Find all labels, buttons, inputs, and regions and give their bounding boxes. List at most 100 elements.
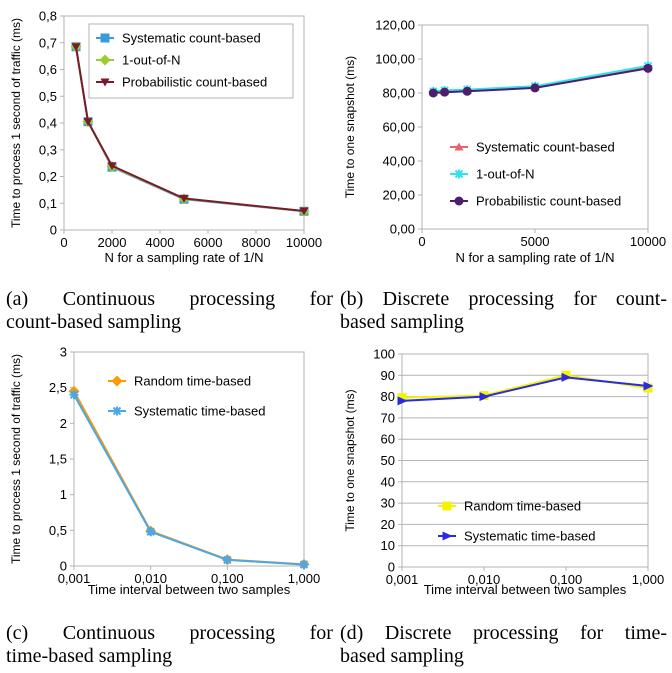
caption-a-line2: count-based sampling: [6, 311, 181, 333]
y-tick-label: 100,00: [375, 52, 415, 67]
legend-marker: [100, 78, 110, 87]
caption-d-word: processing: [472, 622, 559, 644]
data-point-series-3: [428, 88, 438, 98]
caption-d-word: time-: [624, 622, 667, 644]
data-point-series-2: [643, 381, 654, 391]
x-tick-label: 0,100: [550, 572, 583, 587]
legend-marker: [454, 196, 464, 206]
legend-label: Random time-based: [134, 374, 251, 389]
caption-d-line1: (d) Discrete processing for time-: [340, 622, 667, 645]
caption-c-word: for: [309, 622, 333, 644]
x-tick-label: 0,001: [58, 571, 91, 586]
legend-label: 1-out-of-N: [122, 53, 181, 68]
data-point-series-2: [222, 555, 232, 565]
data-point-series-3: [107, 162, 117, 171]
y-tick-label: 10: [381, 538, 395, 553]
data-point-series-2: [69, 390, 79, 400]
legend-marker: [111, 375, 123, 387]
y-tick-label: 20: [381, 517, 395, 532]
y-tick-label: 80: [381, 389, 395, 404]
caption-a-word: (a): [6, 288, 29, 310]
caption-b-word: count-: [615, 288, 667, 310]
y-tick-label: 0,4: [39, 116, 57, 131]
legend-label: Systematic time-based: [134, 404, 266, 419]
y-tick-label: 60: [381, 432, 395, 447]
x-tick-label: 10000: [630, 234, 666, 249]
caption-c-word: processing: [189, 622, 276, 644]
y-tick-label: 70: [381, 410, 395, 425]
data-point-series-2: [146, 527, 156, 537]
caption-b-word: processing: [468, 288, 555, 310]
y-tick-label: 0: [60, 559, 67, 574]
caption-a-word: for: [309, 288, 333, 310]
y-axis-label: Time to one snapshot (ms): [343, 389, 357, 531]
legend-box: [88, 23, 294, 99]
x-tick-label: 1,000: [632, 572, 665, 587]
x-tick-label: 4000: [146, 235, 175, 250]
x-tick-label: 8000: [242, 235, 271, 250]
x-axis-label: Time interval between two samples: [88, 582, 291, 597]
data-point-series-3: [71, 43, 81, 52]
y-tick-label: 0,5: [49, 523, 67, 538]
x-axis-label: N for a sampling rate of 1/N: [456, 250, 615, 265]
x-tick-label: 0,001: [386, 572, 419, 587]
data-point-series-3: [179, 194, 189, 203]
caption-c: (c) Continuous processing for time-based…: [6, 622, 333, 668]
legend-marker: [454, 169, 464, 179]
caption-b-word: (b): [340, 288, 364, 310]
series-line-2: [73, 394, 305, 566]
y-tick-label: 80,00: [382, 86, 415, 101]
x-axis-label: N for a sampling rate of 1/N: [105, 250, 264, 265]
x-tick-label: 10000: [286, 235, 322, 250]
legend-marker: [99, 54, 111, 66]
chart-panel-b: 0,00 20,00 40,00 60,00 80,00 100,00 120,00 0 500…: [336, 0, 672, 282]
y-tick-label: 40,00: [382, 154, 415, 169]
legend-marker: [442, 531, 453, 541]
caption-d-word: for: [579, 622, 604, 644]
caption-a-line1: (a) Continuous processing for: [6, 288, 333, 311]
legend-marker: [454, 142, 464, 151]
y-tick-label: 2,5: [49, 380, 67, 395]
y-axis-label: Time to one snapshot (ms): [343, 56, 357, 198]
caption-c-line2: time-based sampling: [6, 645, 173, 667]
y-tick-label: 60,00: [382, 120, 415, 135]
y-tick-label: 0,3: [39, 142, 57, 157]
data-point-series-3: [462, 86, 472, 96]
y-tick-label: 1,5: [49, 452, 67, 467]
chart-b-svg: 0,00 20,00 40,00 60,00 80,00 100,00 120,00 0 500…: [343, 18, 666, 266]
y-tick-label: 30: [381, 496, 395, 511]
caption-d-line2: based sampling: [340, 645, 464, 667]
caption-b-word: for: [573, 288, 597, 310]
y-tick-label: 0: [50, 223, 57, 238]
data-point-series-3: [299, 207, 309, 216]
data-point-series-3: [530, 83, 540, 93]
legend-marker: [112, 406, 122, 416]
y-tick-label: 0,7: [39, 35, 57, 50]
y-tick-label: 0,5: [39, 89, 57, 104]
caption-d-word: (d): [340, 622, 364, 644]
legend-label: 1-out-of-N: [476, 167, 535, 182]
data-point-series-3: [643, 63, 653, 73]
data-point-series-3: [440, 87, 450, 97]
data-point-series-2: [299, 560, 309, 570]
legend-marker: [100, 33, 110, 43]
series-line-2: [401, 376, 649, 402]
data-point-series-1: [397, 393, 407, 403]
caption-c-word: (c): [6, 622, 29, 644]
caption-c-line1: (c) Continuous processing for: [6, 622, 333, 645]
x-tick-label: 0,010: [134, 571, 167, 586]
data-point-series-3: [83, 118, 93, 127]
data-point-series-2: [397, 396, 408, 406]
x-tick-label: 5000: [521, 234, 550, 249]
caption-b-line1: (b) Discrete processing for count-: [340, 288, 667, 311]
x-tick-label: 0,100: [211, 571, 244, 586]
legend-label: Random time-based: [464, 499, 581, 514]
x-tick-label: 2000: [98, 235, 127, 250]
chart-a-svg: 0 0,1 0,2 0,3 0,4 0,5 0,6 0,7 0,8 0 2000 4000 6000 80…: [9, 9, 322, 266]
caption-c-word: Continuous: [62, 622, 155, 644]
y-tick-label: 100: [373, 347, 395, 362]
y-tick-label: 40: [381, 474, 395, 489]
caption-b-word: Discrete: [382, 288, 450, 310]
y-tick-label: 90: [381, 368, 395, 383]
